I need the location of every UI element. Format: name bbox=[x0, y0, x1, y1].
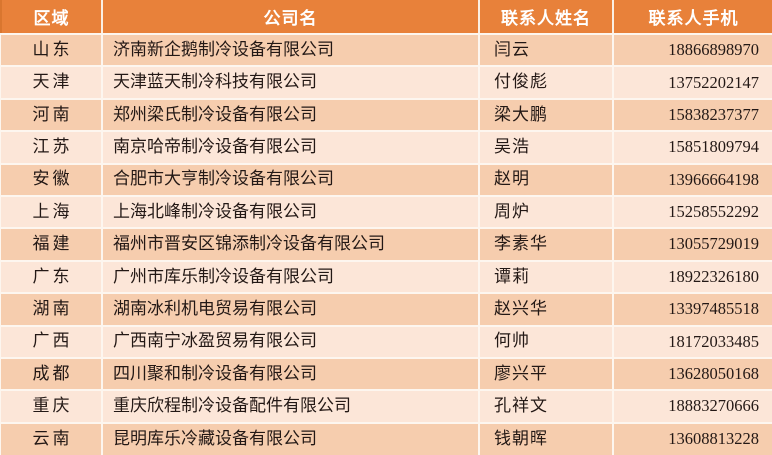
cell-region: 福建 bbox=[1, 228, 103, 262]
cell-company: 上海北峰制冷设备有限公司 bbox=[102, 195, 480, 230]
cell-company: 重庆欣程制冷设备配件有限公司 bbox=[102, 390, 480, 424]
cell-contact-phone: 15851809794 bbox=[613, 131, 772, 165]
cell-region: 河南 bbox=[1, 98, 103, 133]
cell-contact-phone: 18922326180 bbox=[613, 260, 772, 295]
table-row: 广东 广州市库乐制冷设备有限公司 谭莉 18922326180 bbox=[1, 260, 772, 295]
cell-company: 广西南宁冰盈贸易有限公司 bbox=[102, 325, 480, 359]
table-row: 湖南 湖南冰利机电贸易有限公司 赵兴华 13397485518 bbox=[1, 293, 772, 327]
cell-region: 湖南 bbox=[1, 293, 103, 327]
table-row: 重庆 重庆欣程制冷设备配件有限公司 孔祥文 18883270666 bbox=[1, 390, 772, 424]
cell-contact-phone: 15258552292 bbox=[613, 195, 772, 230]
cell-contact-name: 钱朝晖 bbox=[479, 422, 614, 455]
cell-contact-phone: 13397485518 bbox=[613, 293, 772, 327]
column-header-region[interactable]: 区域 bbox=[0, 0, 103, 35]
cell-company: 福州市晋安区锦添制冷设备有限公司 bbox=[102, 228, 480, 262]
cell-contact-phone: 15838237377 bbox=[613, 98, 772, 133]
cell-region: 江苏 bbox=[1, 131, 103, 165]
column-header-contact-phone[interactable]: 联系人手机 bbox=[613, 0, 772, 35]
cell-contact-name: 谭莉 bbox=[479, 260, 614, 295]
cell-company: 广州市库乐制冷设备有限公司 bbox=[102, 260, 480, 295]
table-row: 江苏 南京哈帝制冷设备有限公司 吴浩 15851809794 bbox=[1, 131, 772, 165]
cell-contact-name: 廖兴平 bbox=[479, 357, 614, 392]
table-row: 广西 广西南宁冰盈贸易有限公司 何帅 18172033485 bbox=[1, 325, 772, 359]
cell-contact-phone: 13628050168 bbox=[613, 357, 772, 392]
cell-contact-name: 闫云 bbox=[479, 34, 614, 68]
table-row: 河南 郑州梁氏制冷设备有限公司 梁大鹏 15838237377 bbox=[1, 98, 772, 133]
cell-contact-name: 赵兴华 bbox=[479, 293, 614, 327]
table-header: 区域 公司名 联系人姓名 联系人手机 bbox=[0, 0, 772, 35]
cell-company: 天津蓝天制冷科技有限公司 bbox=[102, 66, 480, 100]
cell-contact-phone: 13752202147 bbox=[613, 66, 772, 100]
cell-contact-name: 孔祥文 bbox=[479, 390, 614, 424]
cell-contact-phone: 18172033485 bbox=[613, 325, 772, 359]
table-row: 成都 四川聚和制冷设备有限公司 廖兴平 13628050168 bbox=[1, 357, 772, 392]
cell-company: 昆明库乐冷藏设备有限公司 bbox=[102, 422, 480, 455]
cell-contact-name: 吴浩 bbox=[479, 131, 614, 165]
cell-region: 广西 bbox=[1, 325, 103, 359]
table-header-row: 区域 公司名 联系人姓名 联系人手机 bbox=[0, 0, 772, 35]
table-body: 山东 济南新企鹅制冷设备有限公司 闫云 18866898970 天津 天津蓝天制… bbox=[1, 34, 772, 455]
cell-company: 郑州梁氏制冷设备有限公司 bbox=[102, 98, 480, 133]
cell-region: 广东 bbox=[1, 260, 103, 295]
cell-contact-name: 周炉 bbox=[479, 195, 614, 230]
cell-contact-name: 何帅 bbox=[479, 325, 614, 359]
table-row: 上海 上海北峰制冷设备有限公司 周炉 15258552292 bbox=[1, 195, 772, 230]
cell-contact-phone: 13966664198 bbox=[613, 163, 772, 197]
cell-region: 重庆 bbox=[1, 390, 103, 424]
table-row: 安徽 合肥市大亨制冷设备有限公司 赵明 13966664198 bbox=[1, 163, 772, 197]
table-row: 福建 福州市晋安区锦添制冷设备有限公司 李素华 13055729019 bbox=[1, 228, 772, 262]
cell-contact-phone: 18883270666 bbox=[613, 390, 772, 424]
cell-contact-phone: 18866898970 bbox=[613, 34, 772, 68]
cell-region: 山东 bbox=[1, 34, 103, 68]
table-row: 云南 昆明库乐冷藏设备有限公司 钱朝晖 13608813228 bbox=[1, 422, 772, 455]
table-row: 天津 天津蓝天制冷科技有限公司 付俊彪 13752202147 bbox=[1, 66, 772, 100]
column-header-contact-name[interactable]: 联系人姓名 bbox=[479, 0, 614, 35]
cell-contact-name: 李素华 bbox=[479, 228, 614, 262]
column-header-company[interactable]: 公司名 bbox=[102, 0, 480, 35]
cell-company: 南京哈帝制冷设备有限公司 bbox=[102, 131, 480, 165]
cell-contact-name: 梁大鹏 bbox=[479, 98, 614, 133]
cell-company: 合肥市大亨制冷设备有限公司 bbox=[102, 163, 480, 197]
cell-contact-phone: 13608813228 bbox=[613, 422, 772, 455]
cell-company: 四川聚和制冷设备有限公司 bbox=[102, 357, 480, 392]
cell-region: 上海 bbox=[1, 195, 103, 230]
cell-contact-phone: 13055729019 bbox=[613, 228, 772, 262]
cell-region: 安徽 bbox=[1, 163, 103, 197]
cell-company: 济南新企鹅制冷设备有限公司 bbox=[102, 34, 480, 68]
cell-contact-name: 付俊彪 bbox=[479, 66, 614, 100]
cell-company: 湖南冰利机电贸易有限公司 bbox=[102, 293, 480, 327]
cell-contact-name: 赵明 bbox=[479, 163, 614, 197]
cell-region: 云南 bbox=[1, 422, 103, 455]
cell-region: 成都 bbox=[1, 357, 103, 392]
cell-region: 天津 bbox=[1, 66, 103, 100]
table-row: 山东 济南新企鹅制冷设备有限公司 闫云 18866898970 bbox=[1, 34, 772, 68]
